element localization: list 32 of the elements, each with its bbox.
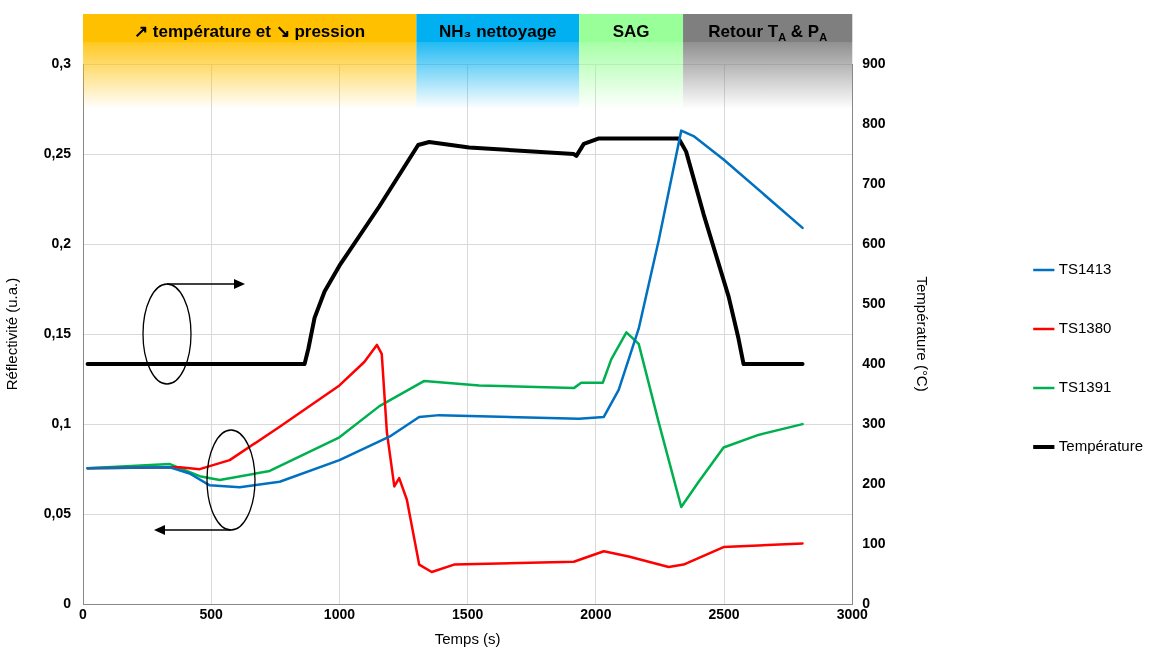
y2-tick-label: 500 <box>862 294 886 311</box>
y-tick-label: 0,25 <box>43 144 72 161</box>
y-tick-label: 0,15 <box>43 324 72 341</box>
y2-tick-label: 400 <box>862 354 886 371</box>
y2-tick-label: 800 <box>862 114 886 131</box>
legend-label: TS1391 <box>1058 378 1112 396</box>
y2-tick-label: 200 <box>862 475 886 492</box>
x-tick-label: 1500 <box>452 606 484 623</box>
band-label: ↗ température et ↘ pression <box>134 21 366 41</box>
y2-tick-label: 100 <box>862 535 886 552</box>
y-tick-label: 0,3 <box>51 54 72 71</box>
y2-tick-label: 300 <box>862 414 886 431</box>
band-label: NH₃ nettoyage <box>439 21 557 41</box>
x-tick-label: 2000 <box>580 606 612 623</box>
y-tick-label: 0 <box>63 595 72 612</box>
y-tick-label: 0,1 <box>51 414 72 431</box>
band-label: SAG <box>612 21 650 41</box>
legend-label: TS1413 <box>1058 260 1112 278</box>
y-tick-label: 0,2 <box>51 234 72 251</box>
x-tick-label: 500 <box>199 606 224 623</box>
y-tick-label: 0,05 <box>43 505 72 522</box>
legend-label: Température <box>1058 437 1144 455</box>
y2-axis-title: Température (°C) <box>914 276 932 392</box>
x-tick-label: 2500 <box>708 606 740 623</box>
y2-tick-label: 900 <box>862 54 886 71</box>
y2-tick-label: 700 <box>862 174 886 191</box>
x-tick-label: 0 <box>79 606 88 623</box>
x-tick-label: 1000 <box>323 606 356 623</box>
y2-tick-label: 600 <box>862 234 886 251</box>
x-axis-title: Temps (s) <box>434 630 501 648</box>
y-axis-title: Réflectivité (u.a.) <box>3 277 21 391</box>
legend-label: TS1380 <box>1058 319 1112 337</box>
